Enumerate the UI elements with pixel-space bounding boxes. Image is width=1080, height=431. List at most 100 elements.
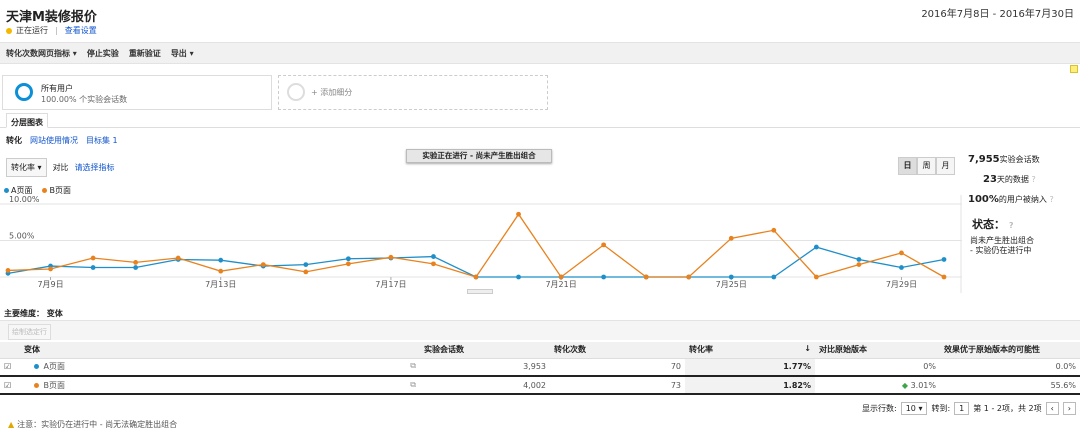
toolbar-conversion-metric[interactable]: 转化次数网页指标 ▾ bbox=[6, 48, 77, 58]
chart-resize-handle[interactable] bbox=[467, 289, 493, 294]
status-title: 状态： bbox=[972, 218, 1005, 231]
data-point-b bbox=[388, 254, 394, 260]
x-tick-label: 7月29日 bbox=[886, 280, 917, 289]
metric-select[interactable]: 转化率 ▾ bbox=[6, 158, 47, 177]
sort-arrow-icon[interactable]: ↓ bbox=[804, 344, 811, 354]
next-page-button[interactable]: › bbox=[1062, 402, 1076, 415]
status-dot-icon bbox=[6, 27, 12, 34]
period-week-button[interactable]: 周 bbox=[917, 157, 936, 175]
toolbar: 转化次数网页指标 ▾ 停止实验 重新验证 导出 ▾ bbox=[0, 42, 1080, 64]
add-segment-label: + 添加细分 bbox=[311, 88, 353, 97]
primary-dimension-value: 变体 bbox=[46, 309, 63, 318]
pick-metric-link[interactable]: 请选择指标 bbox=[74, 163, 115, 172]
legend-a[interactable]: A页面 bbox=[4, 185, 32, 196]
data-point-a bbox=[303, 262, 309, 267]
conversion-rate-chart: 10.00% 5.00% 7月9日 7月13日 7月17日 7月21日 7月25日 7月29日 bbox=[0, 195, 962, 293]
status-separator: | bbox=[55, 26, 58, 35]
data-point-b bbox=[771, 227, 777, 233]
rate-cell: 1.82% bbox=[685, 375, 815, 395]
footer-note: ▲ 注意：实验仍在进行中 - 尚无法确定胜出组合 bbox=[8, 419, 177, 430]
data-point-a bbox=[601, 274, 607, 280]
sessions-cell: 4,002 bbox=[420, 375, 550, 395]
help-icon[interactable]: ? bbox=[1049, 195, 1054, 204]
prev-page-button[interactable]: ‹ bbox=[1045, 402, 1059, 415]
page-range: 第 1 - 2项，共 2项 bbox=[973, 404, 1042, 413]
data-point-a bbox=[813, 244, 819, 250]
filter-bar bbox=[0, 320, 1080, 340]
table-row[interactable]: ☑ A页面 ⧉ 3,953 70 1.77% 0% 0.0% bbox=[0, 358, 1080, 377]
y-tick-label: 5.00% bbox=[9, 232, 35, 241]
compare-value: 3.01% bbox=[910, 380, 936, 390]
data-point-a bbox=[90, 265, 96, 270]
add-segment[interactable]: + 添加细分 bbox=[278, 75, 548, 110]
compare-cell: ◆ 3.01% bbox=[815, 375, 940, 395]
col-conversions[interactable]: 转化次数 bbox=[550, 342, 685, 359]
subtab-conversion[interactable]: 转化 bbox=[6, 136, 22, 145]
data-point-a bbox=[941, 257, 947, 262]
header-spacer bbox=[0, 342, 20, 359]
col-variant[interactable]: 变体 bbox=[20, 342, 420, 359]
goto-input[interactable]: 1 bbox=[954, 402, 970, 415]
view-settings-link[interactable]: 查看设置 bbox=[64, 26, 97, 35]
col-conversion-rate[interactable]: 转化率 ↓ bbox=[685, 342, 815, 359]
sessions-cell: 3,953 bbox=[420, 358, 550, 377]
chart-controls: 转化率 ▾ 对比 请选择指标 bbox=[6, 158, 115, 177]
copy-icon[interactable]: ⧉ bbox=[410, 361, 416, 371]
y-tick-label: 10.00% bbox=[9, 195, 40, 204]
col-sessions[interactable]: 实验会话数 bbox=[420, 342, 550, 359]
data-point-b bbox=[133, 260, 139, 265]
period-toggle: 日 周 月 bbox=[898, 157, 955, 175]
sub-tabs: 转化 网站使用情况 目标集 1 bbox=[6, 135, 118, 146]
legend-b[interactable]: B页面 bbox=[42, 185, 71, 196]
rate-cell: 1.77% bbox=[685, 358, 815, 377]
row-checkbox[interactable]: ☑ bbox=[0, 375, 20, 395]
days-count: 23 bbox=[983, 174, 997, 185]
segment-sub: 100.00% 个实验会话数 bbox=[41, 95, 128, 104]
rows-select[interactable]: 10 ▾ bbox=[900, 402, 928, 415]
data-point-b bbox=[516, 211, 521, 217]
date-range-picker[interactable]: 2016年7月8日 - 2016年7月30日 bbox=[921, 9, 1074, 20]
plot-selected-rows-button[interactable]: 绘制选定行 bbox=[8, 324, 51, 340]
data-point-b bbox=[218, 268, 224, 274]
prob-cell: 0.0% bbox=[940, 358, 1080, 377]
legend-b-dot-icon bbox=[42, 188, 48, 193]
chart-legend: A页面 B页面 bbox=[4, 185, 71, 196]
page-title: 天津M装修报价 bbox=[6, 10, 97, 25]
toolbar-export[interactable]: 导出 ▾ bbox=[170, 48, 194, 58]
feedback-icon[interactable] bbox=[1070, 65, 1078, 73]
segment-all-users[interactable]: 所有用户 100.00% 个实验会话数 bbox=[2, 75, 272, 110]
data-point-a bbox=[431, 254, 436, 259]
rows-select-value: 10 bbox=[905, 404, 916, 413]
compare-label: 对比 bbox=[52, 163, 69, 172]
row-checkbox[interactable]: ☑ bbox=[0, 358, 20, 377]
toolbar-stop-experiment[interactable]: 停止实验 bbox=[86, 48, 119, 58]
help-icon[interactable]: ? bbox=[1008, 221, 1014, 230]
subtab-site-usage[interactable]: 网站使用情况 bbox=[30, 136, 78, 145]
copy-icon[interactable]: ⧉ bbox=[410, 379, 416, 389]
col-compare[interactable]: 对比原始版本 bbox=[815, 342, 940, 359]
tab-layered-chart[interactable]: 分层图表 bbox=[6, 113, 48, 128]
x-tick-label: 7月21日 bbox=[545, 280, 576, 289]
compare-cell: 0% bbox=[815, 358, 940, 377]
data-point-b bbox=[303, 269, 309, 275]
table-row[interactable]: ☑ B页面 ⧉ 4,002 73 1.82% ◆ 3.01% 55.6% bbox=[0, 375, 1080, 395]
col-probability[interactable]: 效果优于原始版本的可能性 bbox=[940, 342, 1080, 359]
x-tick-label: 7月9日 bbox=[37, 280, 63, 289]
help-icon[interactable]: ? bbox=[1031, 175, 1036, 184]
data-point-a bbox=[516, 274, 521, 280]
data-point-b bbox=[601, 242, 607, 248]
toolbar-revalidate[interactable]: 重新验证 bbox=[128, 48, 161, 58]
period-month-button[interactable]: 月 bbox=[936, 157, 955, 175]
pagination: 显示行数: 10 ▾ 转到: 1 第 1 - 2项，共 2项 ‹ › bbox=[862, 402, 1076, 415]
subtab-goal-set[interactable]: 目标集 1 bbox=[86, 136, 118, 145]
period-day-button[interactable]: 日 bbox=[898, 157, 917, 175]
variant-cell: A页面 ⧉ bbox=[20, 358, 420, 377]
data-point-b bbox=[899, 250, 904, 256]
data-point-b bbox=[643, 274, 649, 280]
data-point-a bbox=[771, 274, 777, 280]
x-tick-label: 7月17日 bbox=[375, 280, 406, 289]
data-point-b bbox=[941, 274, 947, 280]
warning-icon: ▲ bbox=[8, 420, 15, 429]
data-point-b bbox=[728, 235, 734, 241]
col-conversion-rate-label: 转化率 bbox=[689, 345, 713, 355]
